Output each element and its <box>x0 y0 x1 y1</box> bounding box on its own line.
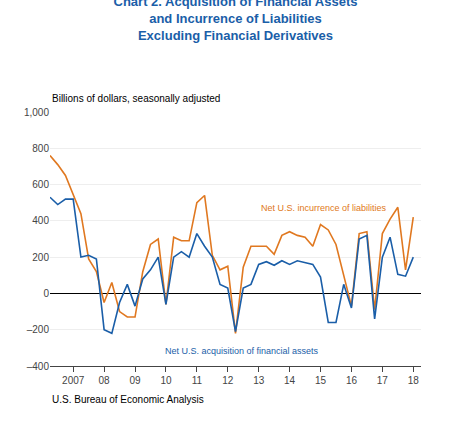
svg-text:600: 600 <box>32 179 49 190</box>
svg-text:18: 18 <box>408 375 420 386</box>
svg-text:800: 800 <box>32 143 49 154</box>
svg-text:1,000: 1,000 <box>24 107 49 118</box>
svg-text:13: 13 <box>253 375 265 386</box>
svg-text:11: 11 <box>192 375 203 386</box>
svg-text:–400: –400 <box>27 361 50 372</box>
svg-text:–200: –200 <box>27 324 50 335</box>
svg-text:15: 15 <box>315 375 327 386</box>
svg-text:Chart 2. Acquisition of Financ: Chart 2. Acquisition of Financial Assets… <box>114 0 358 43</box>
svg-text:12: 12 <box>222 375 234 386</box>
svg-text:200: 200 <box>32 252 49 263</box>
svg-text:0: 0 <box>43 288 49 299</box>
svg-text:Billions of dollars, seasonall: Billions of dollars, seasonally adjusted <box>52 93 220 104</box>
svg-text:U.S. Bureau of Economic Analys: U.S. Bureau of Economic Analysis <box>52 394 204 405</box>
svg-text:14: 14 <box>284 375 296 386</box>
svg-text:Net U.S. incurrence of liabili: Net U.S. incurrence of liabilities <box>261 203 387 213</box>
svg-text:09: 09 <box>129 375 141 386</box>
svg-text:400: 400 <box>32 215 49 226</box>
svg-text:08: 08 <box>99 375 111 386</box>
svg-text:10: 10 <box>160 375 172 386</box>
svg-text:2007: 2007 <box>62 375 85 386</box>
svg-text:Net U.S. acquisition of financ: Net U.S. acquisition of financial assets <box>165 346 319 356</box>
svg-text:17: 17 <box>377 375 389 386</box>
svg-text:16: 16 <box>346 375 358 386</box>
